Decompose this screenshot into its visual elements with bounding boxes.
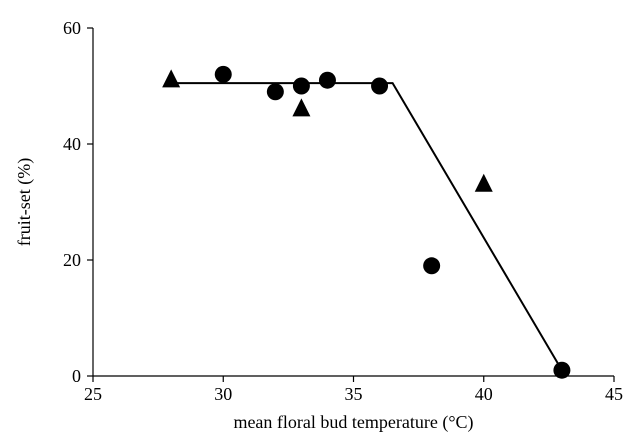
x-tick-label: 30 [214,384,232,404]
circle-point [371,77,389,95]
y-tick-label: 20 [63,250,81,270]
x-tick-label: 35 [345,384,363,404]
circle-point [553,361,571,379]
tick-labels: 0 20 40 60 25 30 35 40 45 [63,18,623,404]
circle-point [214,65,232,83]
x-tick-label: 40 [475,384,493,404]
triangle-point [474,173,493,192]
triangle-point [162,69,181,88]
y-tick-label: 60 [63,18,81,38]
circle-point [292,77,310,95]
triangle-point [292,98,311,117]
circle-point [266,83,284,101]
circle-point [423,257,441,275]
x-axis-label: mean floral bud temperature (°C) [233,412,473,433]
data-points [162,65,571,379]
y-tick-label: 0 [72,366,81,386]
circle-point [318,71,336,89]
ticks [87,27,615,382]
fit-line [176,82,563,371]
x-tick-label: 45 [605,384,623,404]
y-axis-label: fruit-set (%) [14,158,35,246]
y-tick-label: 40 [63,134,81,154]
x-tick-label: 25 [84,384,102,404]
